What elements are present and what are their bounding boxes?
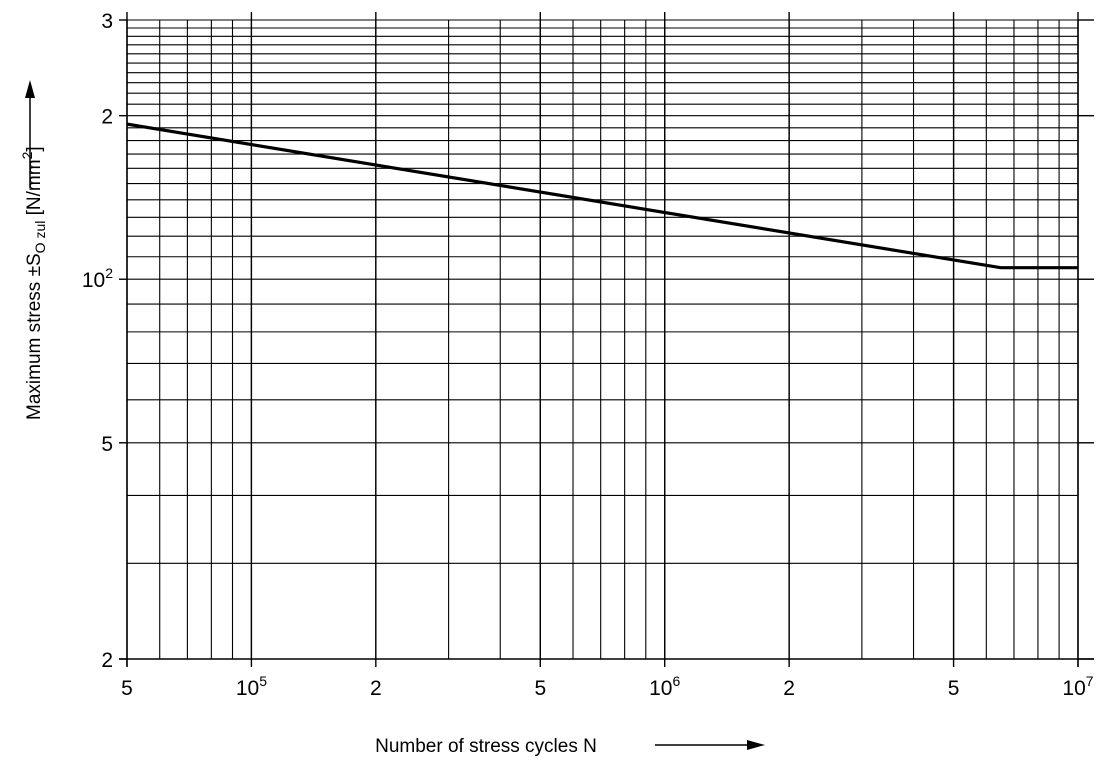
x-tick-label-1: 105 xyxy=(236,673,267,700)
grid-lines xyxy=(119,12,1094,667)
y-tick-label-1: 5 xyxy=(101,433,113,456)
y-tick-label-3: 2 xyxy=(101,106,113,129)
y-axis-arrow xyxy=(25,80,35,188)
x-tick-label-2: 2 xyxy=(370,677,382,700)
x-tick-label-3: 5 xyxy=(534,677,546,700)
x-axis-arrow xyxy=(655,740,765,750)
x-tick-label-4: 106 xyxy=(649,673,680,700)
x-tick-label-6: 5 xyxy=(948,677,960,700)
x-axis-label: Number of stress cycles N xyxy=(375,736,597,757)
series-layer xyxy=(126,122,1079,270)
y-axis-label: Maximum stress ±SO zul [N/mm2] xyxy=(19,146,48,420)
x-tick-label-0: 5 xyxy=(121,677,133,700)
series-line-0 xyxy=(126,122,1078,270)
x-tick-label-5: 2 xyxy=(783,677,795,700)
x-tick-label-7: 107 xyxy=(1062,673,1093,700)
y-tick-label-2: 102 xyxy=(82,265,113,292)
y-tick-label-0: 2 xyxy=(101,649,113,672)
y-tick-label-4: 3 xyxy=(101,10,113,33)
